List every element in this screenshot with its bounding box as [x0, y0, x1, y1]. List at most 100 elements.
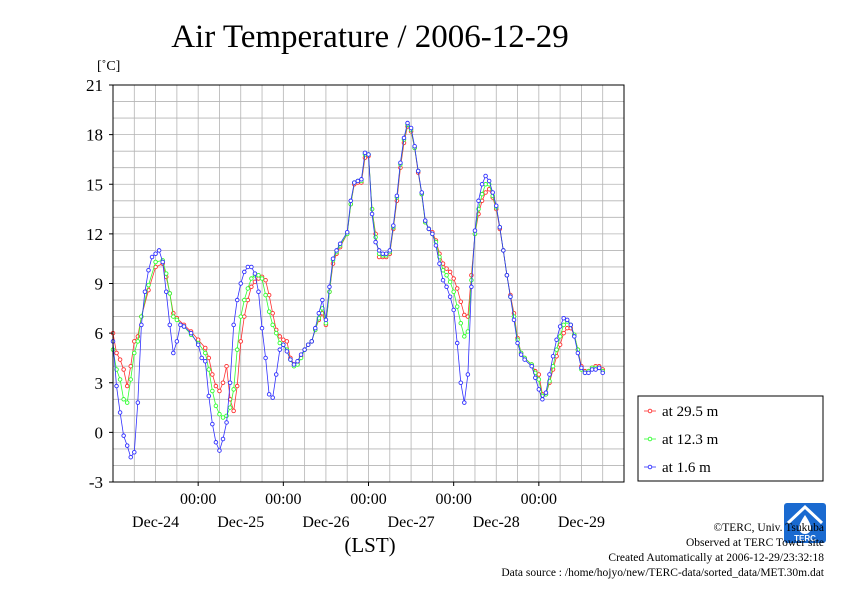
data-point [529, 363, 534, 369]
data-point [352, 180, 357, 185]
data-point [344, 229, 350, 235]
copyright-text: ©TERC, Univ. Tsukuba [713, 522, 824, 534]
data-point [277, 334, 283, 339]
data-point [121, 367, 126, 372]
data-point [245, 286, 251, 291]
data-point [394, 193, 400, 199]
data-point [401, 135, 407, 141]
data-point [451, 307, 456, 313]
data-point [273, 330, 279, 336]
data-point [124, 443, 130, 448]
y-tick-label: 0 [95, 423, 104, 442]
data-point [114, 383, 119, 389]
data-point [415, 168, 421, 174]
data-point [266, 392, 272, 397]
y-tick-label: 3 [95, 374, 104, 393]
data-point [462, 334, 467, 339]
data-point [231, 322, 236, 328]
data-point [327, 284, 332, 290]
created-text: Created Automatically at 2006-12-29/23:3… [608, 552, 824, 564]
data-point [540, 397, 545, 402]
data-point [281, 337, 286, 342]
data-point [412, 143, 417, 149]
observed-text: Observed at TERC Tower site [685, 537, 824, 549]
data-point [142, 289, 148, 295]
x-tick-label: 00:00 [180, 491, 216, 508]
data-point [259, 325, 265, 331]
data-point [462, 312, 467, 318]
x-date-label: Dec-26 [302, 514, 349, 531]
data-point [582, 370, 588, 376]
data-point [217, 411, 222, 417]
legend-marker [647, 436, 653, 442]
data-point [135, 400, 141, 405]
x-axis-label: (LST) [344, 533, 395, 557]
y-tick-label: 21 [86, 76, 103, 95]
data-point [501, 248, 506, 253]
data-point [362, 150, 368, 156]
data-point [135, 339, 141, 344]
data-point [270, 322, 275, 328]
data-point [483, 190, 488, 195]
data-point [380, 251, 385, 256]
y-tick-label: 6 [95, 324, 104, 343]
data-point [511, 317, 517, 323]
data-point [231, 387, 236, 392]
data-point [398, 160, 403, 165]
data-point [451, 276, 456, 281]
data-point [263, 292, 268, 298]
data-point [476, 198, 481, 204]
data-point [249, 276, 254, 281]
data-point [281, 342, 286, 347]
data-point [174, 317, 180, 323]
data-point [373, 239, 378, 245]
data-point [447, 269, 453, 275]
data-point [405, 120, 410, 126]
data-point [252, 271, 258, 276]
data-point [167, 291, 173, 296]
data-point [305, 342, 311, 347]
data-point [263, 355, 268, 361]
data-point [533, 375, 538, 381]
data-point [121, 397, 126, 402]
data-point [128, 454, 133, 460]
data-point [117, 410, 123, 415]
series-line [112, 125, 603, 412]
x-date-label: Dec-27 [388, 514, 435, 531]
data-point [273, 372, 279, 377]
data-point [249, 284, 254, 290]
data-point [440, 268, 446, 273]
data-point [263, 277, 268, 283]
data-point [203, 345, 208, 351]
logo-text: TERC [794, 534, 816, 543]
data-point [259, 276, 265, 281]
data-point [440, 277, 446, 283]
data-point [227, 405, 233, 410]
data-point [408, 125, 414, 131]
x-tick-label: 00:00 [265, 491, 301, 508]
data-point [536, 387, 542, 392]
data-point [224, 413, 229, 419]
data-point [174, 339, 180, 344]
data-point [554, 337, 559, 342]
data-point [238, 281, 243, 286]
data-point [589, 367, 595, 372]
data-point [220, 415, 226, 420]
data-point [366, 152, 371, 157]
data-point [561, 315, 566, 321]
data-point [518, 352, 524, 357]
data-point [508, 294, 513, 299]
data-point [430, 231, 435, 237]
data-point [284, 349, 290, 354]
y-tick-labels: -3 0 3 6 9 12 15 18 21 [86, 76, 113, 492]
data-point [217, 448, 222, 453]
data-point [242, 269, 247, 275]
data-point [465, 329, 471, 334]
data-point [124, 400, 130, 405]
data-point [220, 436, 226, 442]
data-point [564, 325, 570, 331]
data-point [234, 383, 240, 389]
y-unit-label: [˚C] [97, 59, 120, 74]
data-point [536, 372, 542, 377]
